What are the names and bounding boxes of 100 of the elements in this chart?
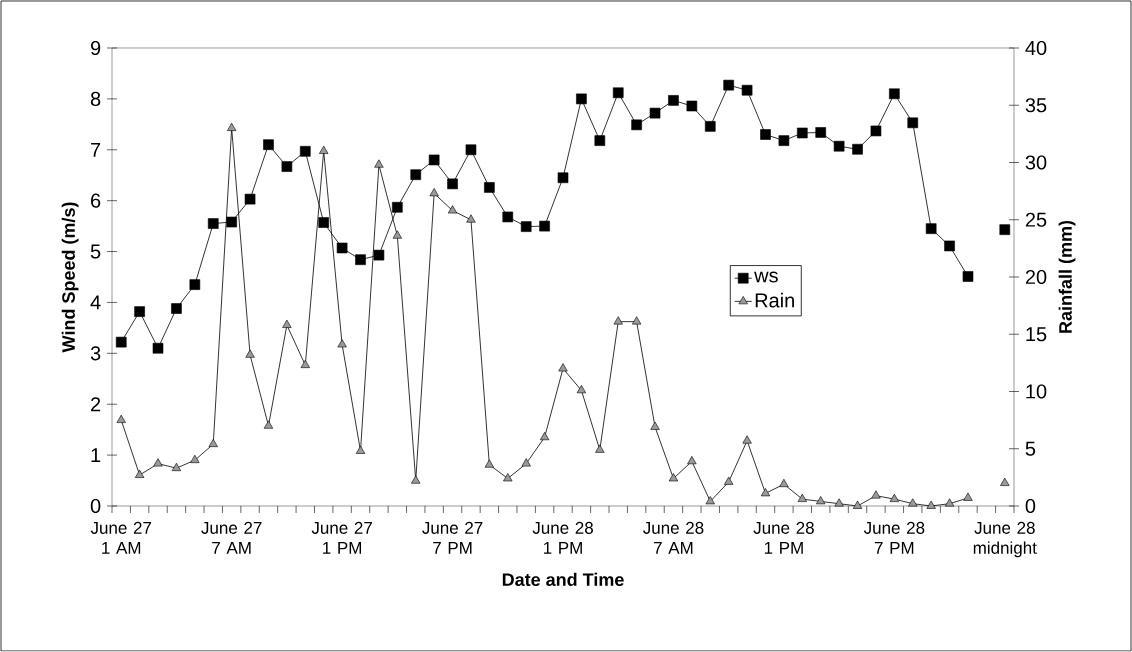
point [760, 488, 771, 497]
point [263, 420, 274, 429]
point [502, 211, 514, 223]
point [208, 438, 218, 447]
point [594, 135, 606, 146]
point [779, 478, 789, 488]
point [281, 161, 293, 172]
point [337, 339, 347, 348]
y-tick-label: 4 [90, 295, 101, 310]
point [963, 492, 973, 501]
point [650, 421, 660, 430]
point [742, 435, 752, 444]
point [392, 201, 403, 213]
y-tick-label: 0 [90, 498, 101, 514]
point [926, 500, 936, 509]
x-axis-title: Date and Time [502, 572, 624, 586]
point [392, 230, 402, 239]
point [134, 469, 145, 478]
y2-tick-label: 0 [1025, 498, 1036, 514]
x-tick-label: June 28 1 PM [532, 521, 593, 554]
point [944, 240, 955, 252]
point [576, 93, 587, 105]
point [410, 169, 422, 181]
point [705, 496, 715, 505]
y-tick-label: 2 [91, 397, 101, 412]
point [687, 456, 697, 465]
y-axis-title: Wind Speed (m/s) [61, 202, 79, 353]
point [539, 220, 550, 232]
point [852, 500, 863, 509]
point [245, 349, 255, 358]
point [171, 303, 182, 314]
x-tick-label: June 27 1 PM [311, 521, 372, 554]
point [503, 473, 513, 482]
point [484, 182, 495, 193]
y-tick-label: 5 [90, 244, 101, 259]
y2-tick-label: 25 [1025, 212, 1047, 227]
point [907, 117, 919, 129]
point [834, 498, 844, 507]
point [631, 119, 642, 131]
point [852, 143, 863, 155]
point [465, 144, 477, 156]
point [870, 125, 882, 137]
point [1000, 477, 1010, 486]
x-tick-label: June 28 7 AM [643, 521, 704, 554]
y-tick-label: 7 [91, 142, 101, 157]
point [428, 154, 440, 166]
x-tick-label: June 27 7 AM [201, 521, 262, 554]
point [318, 217, 329, 228]
point [355, 254, 366, 265]
point [557, 172, 569, 184]
point [152, 342, 164, 354]
point [355, 445, 366, 454]
point [539, 431, 550, 441]
y2-tick-label: 20 [1025, 269, 1047, 285]
y-tick-label: 9 [90, 40, 101, 56]
point [649, 107, 661, 119]
point [797, 127, 808, 139]
point [319, 145, 329, 154]
point [833, 140, 845, 152]
point [115, 336, 127, 348]
y2-tick-label: 40 [1025, 40, 1047, 56]
point [411, 475, 421, 484]
point [207, 218, 219, 229]
point [576, 385, 587, 394]
y-tick-label: 3 [90, 346, 101, 361]
y-tick-label: 1 [91, 448, 101, 462]
y2-tick-label: 5 [1025, 441, 1036, 456]
point [925, 223, 937, 234]
point [612, 87, 624, 99]
x-tick-label: June 28 midnight [973, 521, 1037, 558]
point [466, 214, 476, 223]
y2-axis-title: Rainfall (mm) [1058, 220, 1076, 333]
point [263, 139, 274, 150]
point [797, 493, 807, 502]
point [686, 100, 698, 112]
x-tick-label: June 28 1 PM [753, 521, 814, 554]
point [189, 279, 201, 290]
point [908, 498, 918, 507]
point [374, 159, 384, 168]
point [336, 242, 348, 254]
point [632, 316, 642, 325]
point [815, 127, 827, 138]
y-tick-label: 8 [90, 91, 101, 106]
y-tick-label: 6 [91, 193, 101, 208]
point [190, 454, 200, 463]
point [816, 496, 826, 505]
point [558, 363, 568, 372]
point [741, 84, 753, 96]
point [760, 129, 771, 140]
point [724, 476, 734, 485]
point [889, 88, 900, 100]
point [595, 444, 605, 453]
point [613, 316, 623, 325]
point [962, 271, 974, 282]
point [373, 249, 385, 261]
point [668, 473, 679, 482]
point [484, 459, 494, 468]
y2-tick-label: 30 [1025, 155, 1047, 170]
point [889, 493, 899, 502]
point [299, 146, 311, 157]
